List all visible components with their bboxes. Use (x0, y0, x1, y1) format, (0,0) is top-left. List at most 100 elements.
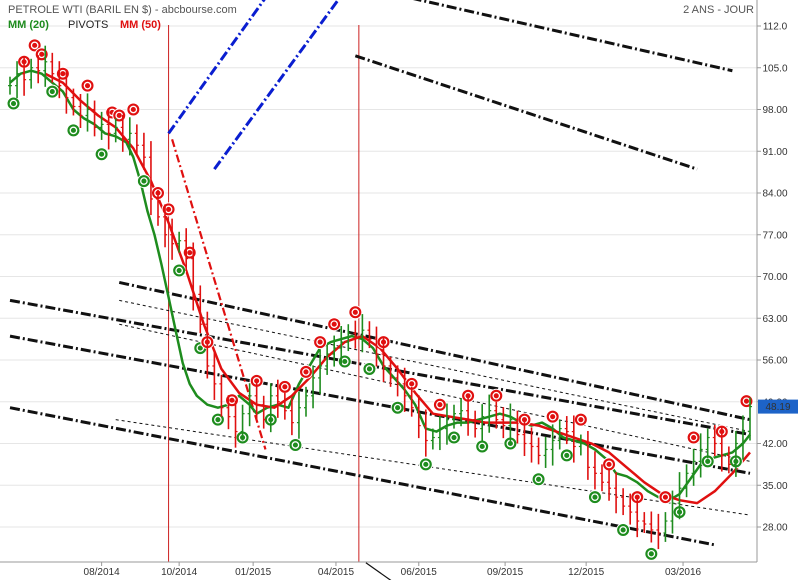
signal-badge (210, 412, 225, 427)
sell-signal-marker (34, 47, 49, 62)
y-tick-label: 91.00 (762, 147, 787, 158)
signal-glyph (330, 320, 339, 329)
signal-glyph (69, 126, 78, 135)
price-bar (353, 320, 358, 349)
signal-badge (45, 84, 60, 99)
y-tick-label: 77.00 (762, 230, 787, 241)
sell-signal-marker (299, 364, 313, 379)
price-bar (621, 488, 626, 516)
sell-signal-marker (161, 202, 176, 217)
period-label: 2 ANS - JOUR (683, 4, 754, 16)
sell-signal-marker (112, 108, 127, 123)
signal-glyph (534, 475, 543, 484)
sell-signal-marker (686, 430, 701, 445)
price-bar (254, 379, 259, 421)
sell-signal-marker (602, 457, 617, 472)
price-bar (600, 464, 604, 492)
price-bar (529, 427, 534, 463)
price-bar (50, 52, 55, 83)
signal-glyph (577, 415, 585, 424)
price-bar (395, 365, 400, 397)
price-bar (43, 45, 48, 87)
signal-glyph (436, 400, 444, 409)
pivot-line (354, 54, 698, 171)
y-tick-label: 56.00 (762, 356, 787, 367)
price-bar (628, 493, 633, 525)
price-bar (339, 326, 344, 365)
chart-title: PETROLE WTI (BARIL EN $) - abcbourse.com (8, 4, 237, 16)
pivot-line (412, 0, 733, 73)
signal-badge (277, 379, 292, 394)
signal-markers (6, 38, 754, 561)
price-bar (592, 451, 597, 490)
signal-glyph (647, 549, 656, 558)
price-bar (452, 404, 456, 429)
x-tick-label: 12/2015 (568, 567, 605, 578)
buy-signal-marker (616, 522, 631, 537)
price-bar (466, 394, 471, 436)
signal-glyph (393, 403, 402, 412)
y-tick-label: 112.0 (763, 22, 788, 33)
signal-badge (80, 78, 95, 93)
price-bar (71, 88, 76, 116)
price-bar (156, 190, 160, 226)
signal-badge (432, 397, 447, 412)
sell-signal-marker (225, 393, 239, 408)
signal-badge (126, 102, 141, 117)
price-bar (733, 430, 738, 477)
signal-badge (390, 400, 405, 415)
sell-signal-marker (545, 409, 560, 424)
signal-badge (573, 412, 588, 427)
price-bar (360, 314, 365, 353)
price-bar (726, 446, 731, 474)
price-bar (642, 512, 647, 533)
signal-badge (418, 457, 433, 472)
signal-badge (6, 96, 21, 111)
price-bar (536, 437, 541, 465)
pivot-line (119, 299, 751, 433)
pivot-line (167, 0, 266, 135)
buy-signal-marker (644, 546, 659, 561)
signal-badge (602, 457, 617, 472)
price-bar (670, 490, 675, 534)
pivot-line (9, 406, 716, 547)
price-bar (564, 416, 569, 445)
price-bar (198, 285, 203, 334)
sell-signal-marker (313, 335, 328, 350)
pivot-line (365, 562, 392, 580)
buy-signal-marker (531, 472, 546, 487)
signal-badge (475, 439, 490, 454)
last-price-box (758, 399, 798, 414)
signal-glyph (421, 460, 430, 469)
signal-glyph (478, 442, 487, 451)
signal-glyph (302, 368, 310, 376)
price-bar (430, 428, 435, 450)
buy-signal-marker (6, 96, 21, 111)
price-bar (409, 386, 414, 417)
price-bar (346, 324, 351, 352)
price-bar (15, 61, 20, 99)
price-bar (85, 93, 90, 132)
signal-badge (136, 174, 151, 189)
y-tick-label: 84.00 (762, 189, 787, 200)
pivot-lines (9, 0, 751, 580)
price-bar (141, 132, 146, 170)
signal-badge (288, 437, 303, 452)
price-bar (543, 436, 548, 468)
plot-background (0, 0, 757, 562)
legend-mm20: MM (20) (8, 19, 49, 31)
sell-signal-marker (277, 379, 292, 394)
signal-badge (531, 472, 546, 487)
price-bar (663, 512, 668, 542)
x-tick-label: 03/2016 (665, 567, 702, 578)
price-bar (712, 425, 717, 457)
buy-signal-marker (172, 263, 187, 278)
buy-signal-marker (587, 490, 602, 505)
sell-signal-marker (348, 305, 363, 320)
signal-badge (362, 361, 377, 376)
price-bar (571, 415, 576, 463)
sell-signal-marker (432, 397, 447, 412)
x-tick-label: 09/2015 (487, 567, 524, 578)
price-bar (247, 383, 252, 427)
